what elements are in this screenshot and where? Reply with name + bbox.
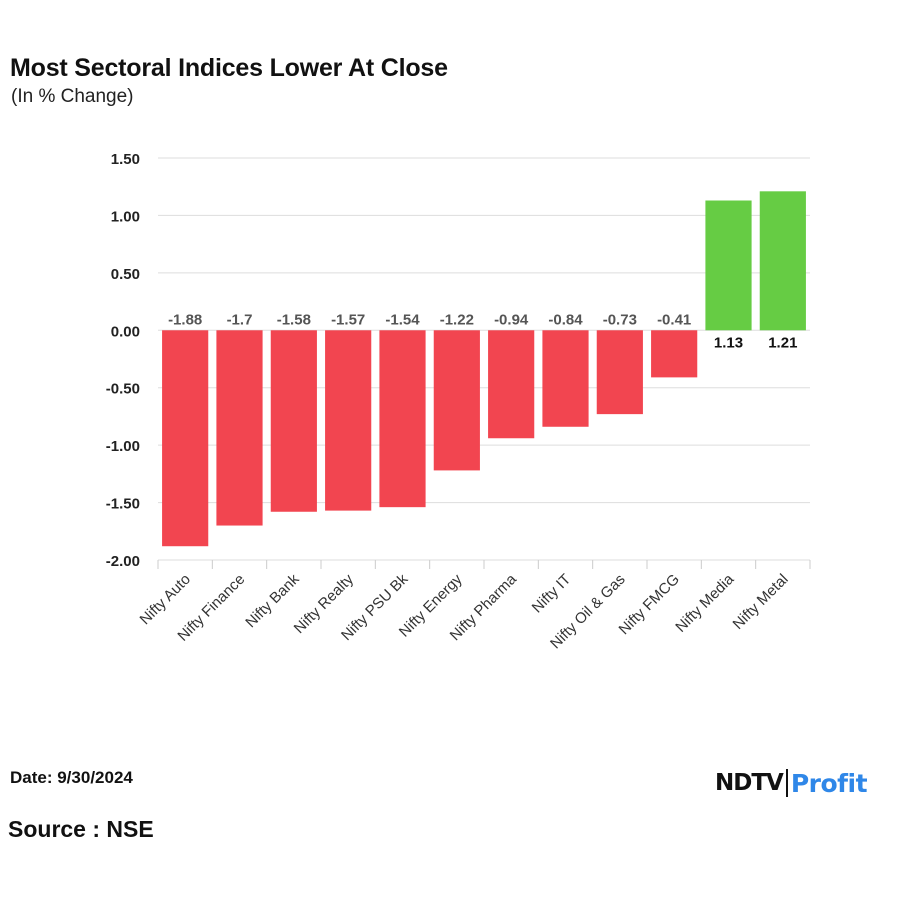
- chart-subtitle: (In % Change): [11, 86, 134, 107]
- logo-profit-text: Profit: [790, 768, 868, 798]
- ndtv-profit-logo: NDTV Profit: [715, 766, 868, 800]
- data-label: -1.57: [331, 311, 365, 328]
- x-tick-label: Nifty Metal: [730, 571, 792, 633]
- bar: [325, 330, 372, 511]
- y-tick-label: -1.50: [106, 496, 140, 513]
- data-label: 1.13: [714, 334, 743, 351]
- data-label: 1.21: [768, 334, 797, 351]
- bar: [433, 330, 480, 471]
- x-tick-label: Nifty Auto: [137, 571, 194, 628]
- data-label: -1.54: [385, 311, 420, 328]
- x-tick-label: Nifty IT: [529, 571, 575, 617]
- data-label: -0.41: [657, 311, 691, 328]
- data-label: -0.73: [603, 311, 637, 328]
- bar-chart: 1.50 1.00 0.50 0.00 -0.50 -1.00 -1.50 -2.00 -1.8…: [106, 151, 811, 652]
- y-tick-label: -0.50: [106, 381, 140, 398]
- y-tick-label: 0.50: [111, 266, 140, 283]
- bar: [270, 330, 317, 512]
- date-label: Date: 9/30/2024: [10, 768, 133, 787]
- data-label: -0.94: [494, 311, 529, 328]
- logo-divider: [785, 769, 788, 797]
- x-tick-label: Nifty Media: [672, 570, 738, 636]
- bar: [596, 330, 643, 415]
- chart-title: Most Sectoral Indices Lower At Close: [10, 54, 448, 82]
- data-label: -1.7: [227, 311, 253, 328]
- bar: [542, 330, 589, 427]
- data-label: -1.22: [440, 311, 474, 328]
- data-label: -1.88: [168, 311, 202, 328]
- data-label: -1.58: [277, 311, 311, 328]
- bar: [759, 191, 806, 331]
- data-label: -0.84: [548, 311, 583, 328]
- logo-ndtv-text: NDTV: [715, 770, 784, 796]
- bar: [651, 330, 698, 378]
- y-tick-label: 1.50: [111, 151, 140, 168]
- y-tick-label: -1.00: [106, 438, 140, 455]
- source-label: Source : NSE: [8, 816, 154, 842]
- bar: [162, 330, 209, 547]
- y-tick-label: 0.00: [111, 323, 140, 340]
- bar: [379, 330, 426, 508]
- bar: [705, 200, 752, 331]
- bar: [488, 330, 535, 439]
- bar: [216, 330, 263, 526]
- y-tick-label: 1.00: [111, 208, 140, 225]
- y-tick-label: -2.00: [106, 553, 140, 570]
